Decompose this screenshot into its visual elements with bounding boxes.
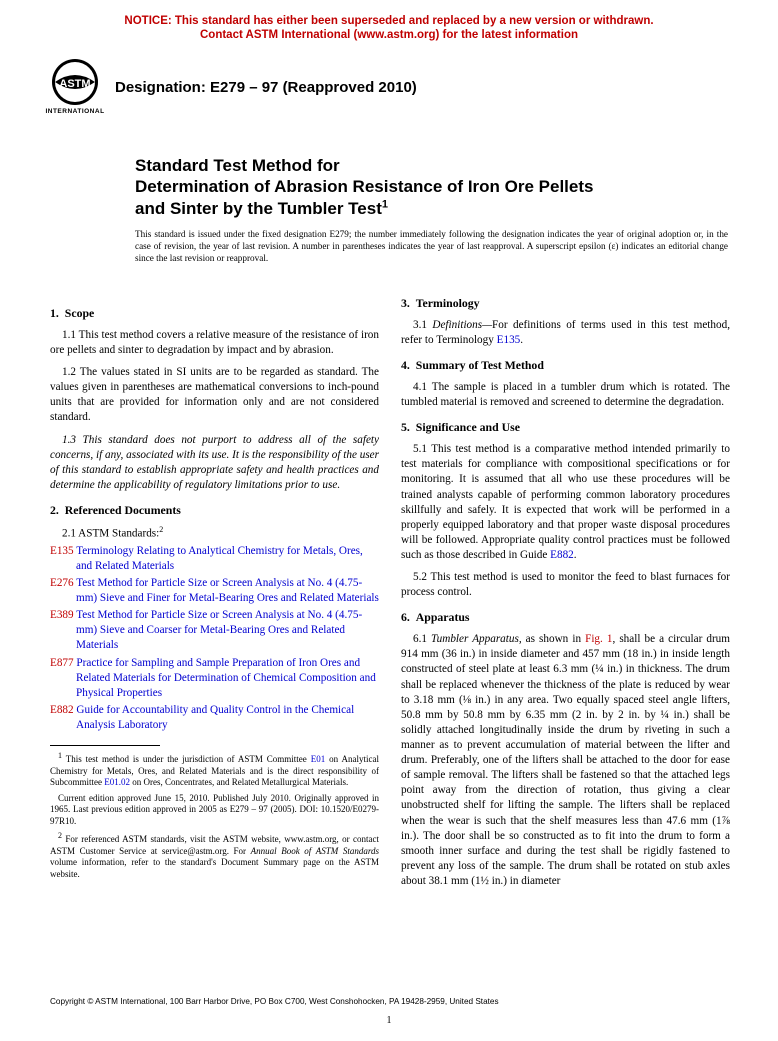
para-5-2: 5.2 This test method is used to monitor …	[401, 570, 730, 600]
section-4-head: 4. Summary of Test Method	[401, 358, 730, 374]
para-1-1: 1.1 This test method covers a relative m…	[50, 328, 379, 358]
link-E135[interactable]: E135	[497, 334, 521, 346]
svg-text:INTERNATIONAL: INTERNATIONAL	[45, 108, 104, 115]
footnote-1: 1 This test method is under the jurisdic…	[50, 751, 379, 789]
footnote-1b: Current edition approved June 15, 2010. …	[50, 793, 379, 828]
astm-logo-icon: ASTM INTERNATIONAL	[45, 58, 105, 118]
notice-line1: NOTICE: This standard has either been su…	[124, 15, 653, 27]
ref-E882[interactable]: E882 Guide for Accountability and Qualit…	[50, 703, 379, 733]
footnote-2: 2 For referenced ASTM standards, visit t…	[50, 831, 379, 880]
ref-E389[interactable]: E389 Test Method for Particle Size or Sc…	[50, 608, 379, 653]
title-line3: and Sinter by the Tumbler Test	[135, 199, 382, 218]
footnote-rule	[50, 745, 160, 746]
para-2-1: 2.1 ASTM Standards:2	[50, 525, 379, 542]
link-E01-02[interactable]: E01.02	[104, 777, 130, 787]
title-line2: Determination of Abrasion Resistance of …	[135, 177, 593, 196]
ref-E877[interactable]: E877 Practice for Sampling and Sample Pr…	[50, 656, 379, 701]
title-line1: Standard Test Method for	[135, 156, 340, 175]
notice-line2: Contact ASTM International (www.astm.org…	[200, 29, 578, 41]
title: Standard Test Method for Determination o…	[135, 155, 728, 219]
para-1-3: 1.3 This standard does not purport to ad…	[50, 433, 379, 493]
notice-banner: NOTICE: This standard has either been su…	[0, 14, 778, 43]
section-5-head: 5. Significance and Use	[401, 420, 730, 436]
issue-note: This standard is issued under the fixed …	[135, 229, 728, 265]
header: ASTM INTERNATIONAL Designation: E279 – 9…	[45, 58, 733, 118]
link-fig1[interactable]: Fig. 1	[585, 633, 612, 645]
title-sup: 1	[382, 198, 388, 210]
ref-E276[interactable]: E276 Test Method for Particle Size or Sc…	[50, 576, 379, 606]
title-block: Standard Test Method for Determination o…	[135, 155, 728, 265]
page-number: 1	[0, 1014, 778, 1028]
designation: Designation: E279 – 97 (Reapproved 2010)	[115, 78, 417, 98]
svg-text:ASTM: ASTM	[59, 78, 90, 90]
para-4-1: 4.1 The sample is placed in a tumbler dr…	[401, 380, 730, 410]
section-1-head: 1. Scope	[50, 306, 379, 322]
section-3-head: 3. Terminology	[401, 296, 730, 312]
link-E882[interactable]: E882	[550, 549, 574, 561]
body-columns: 1. Scope 1.1 This test method covers a r…	[50, 296, 730, 981]
para-5-1: 5.1 This test method is a comparative me…	[401, 442, 730, 563]
section-2-head: 2. Referenced Documents	[50, 503, 379, 519]
para-6-1: 6.1 Tumbler Apparatus, as shown in Fig. …	[401, 632, 730, 889]
link-E01[interactable]: E01	[311, 754, 326, 764]
para-3-1: 3.1 Definitions—For definitions of terms…	[401, 318, 730, 348]
ref-E135[interactable]: E135 Terminology Relating to Analytical …	[50, 544, 379, 574]
section-6-head: 6. Apparatus	[401, 610, 730, 626]
para-1-2: 1.2 The values stated in SI units are to…	[50, 365, 379, 425]
copyright: Copyright © ASTM International, 100 Barr…	[50, 996, 499, 1007]
